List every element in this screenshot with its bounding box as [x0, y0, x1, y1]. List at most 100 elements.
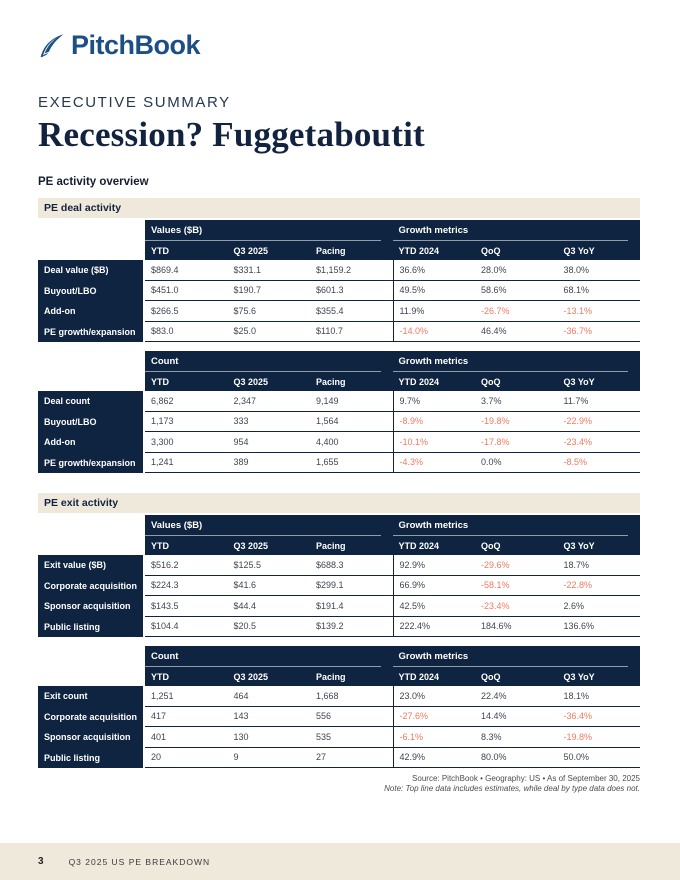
- cell-value: -19.8%: [481, 416, 510, 427]
- footer-report-title: Q3 2025 US PE BREAKDOWN: [68, 856, 211, 867]
- table-row: Corporate acquisition $224.3 $41.6 $299.1 66…: [38, 575, 640, 596]
- page-number: 3: [38, 856, 44, 867]
- cell-value: 42.5%: [392, 596, 476, 616]
- cell-value: 92.9%: [392, 555, 476, 575]
- cell-value: 20: [151, 752, 162, 763]
- column-header: Q3 YoY: [563, 376, 595, 387]
- table-row: Exit count 1,251 464 1,668 23.0% 22.4% 18.1%: [38, 686, 640, 707]
- cell-value: 23.0%: [392, 686, 476, 706]
- cell-value: 50.0%: [563, 752, 590, 763]
- column-header: QoQ: [481, 376, 501, 387]
- cell-value: 222.4%: [392, 616, 476, 636]
- pe-exit-values-table: Values ($B) Growth metrics YTD Q3 2025 Pac…: [38, 515, 640, 637]
- cell-value: 2.6%: [563, 600, 585, 611]
- cell-value: -23.4%: [481, 600, 510, 611]
- table-row: Add-on 3,300 954 4,400 -10.1% -17.8% -23.4%: [38, 432, 640, 453]
- pe-deal-count-table: Count Growth metrics YTD Q3 2025 Pacing YTD…: [38, 351, 640, 473]
- column-header: Q3 2025: [233, 376, 269, 387]
- table-row: PE growth/expansion 1,241 389 1,655 -4.3% 0.0…: [38, 452, 640, 473]
- cell-value: $110.7: [316, 326, 343, 337]
- table-row: Public listing 20 9 27 42.9% 80.0% 50.0%: [38, 747, 640, 768]
- cell-value: -14.0%: [392, 321, 476, 341]
- column-header: YTD 2024: [398, 245, 440, 256]
- cell-value: 130: [233, 731, 249, 742]
- row-label: Deal value ($B): [38, 260, 143, 281]
- cell-value: $143.5: [151, 600, 179, 611]
- cell-value: $41.6: [233, 580, 257, 591]
- cell-value: 11.9%: [392, 301, 476, 321]
- row-label: Deal count: [38, 391, 143, 412]
- kicker: EXECUTIVE SUMMARY: [38, 94, 231, 111]
- row-label: Public listing: [38, 747, 143, 768]
- cell-value: $83.0: [151, 326, 174, 337]
- cell-value: 556: [316, 711, 332, 722]
- cell-value: 4,400: [316, 436, 339, 447]
- section-header-pe-deal-activity: PE deal activity: [38, 198, 640, 218]
- cell-value: 184.6%: [481, 621, 512, 632]
- column-headers: YTD Q3 2025 Pacing YTD 2024 QoQ Q3 YoY: [145, 536, 640, 555]
- cell-value: 68.1%: [563, 285, 590, 296]
- cell-value: 18.1%: [563, 690, 590, 701]
- cell-value: -22.8%: [563, 580, 593, 591]
- header-spacer: [38, 351, 145, 391]
- cell-value: $688.3: [316, 559, 344, 570]
- column-header: QoQ: [481, 540, 501, 551]
- row-label: Sponsor acquisition: [38, 727, 143, 748]
- table-row: Deal count 6,862 2,347 9,149 9.7% 3.7% 11.7%: [38, 391, 640, 412]
- table-row: Corporate acquisition 417 143 556 -27.6% 14.4…: [38, 706, 640, 727]
- cell-value: -17.8%: [481, 436, 510, 447]
- table-header: Values ($B) Growth metrics YTD Q3 2025 Pac…: [38, 220, 640, 260]
- row-label: Corporate acquisition: [38, 575, 143, 596]
- cell-value: 11.7%: [563, 395, 589, 406]
- group-label: Count: [145, 651, 393, 667]
- table-body: Exit value ($B) $516.2 $125.5 $688.3 92.9% -2…: [38, 555, 640, 637]
- cell-value: -27.6%: [392, 706, 476, 726]
- cell-value: -26.7%: [481, 305, 510, 316]
- row-values: 417 143 556 -27.6% 14.4% -36.4%: [145, 706, 640, 727]
- column-header: YTD: [151, 245, 169, 256]
- column-header: YTD 2024: [398, 671, 440, 682]
- cell-value: 14.4%: [481, 711, 507, 722]
- column-headers: YTD Q3 2025 Pacing YTD 2024 QoQ Q3 YoY: [145, 667, 640, 686]
- row-values: 3,300 954 4,400 -10.1% -17.8% -23.4%: [145, 432, 640, 453]
- cell-value: $601.3: [316, 285, 344, 296]
- column-header: YTD: [151, 376, 169, 387]
- header-spacer: [38, 515, 145, 555]
- cell-value: 9.7%: [392, 391, 476, 411]
- group-label: Values ($B): [145, 225, 393, 241]
- row-label: Exit count: [38, 686, 143, 707]
- note-line: Note: Top line data includes estimates, …: [384, 784, 640, 793]
- cell-value: 46.4%: [481, 326, 507, 337]
- cell-value: $104.4: [151, 621, 179, 632]
- cell-value: 535: [316, 731, 332, 742]
- cell-value: -23.4%: [563, 436, 593, 447]
- section-label: PE exit activity: [44, 497, 119, 509]
- row-values: 1,173 333 1,564 -8.9% -19.8% -22.9%: [145, 411, 640, 432]
- header-spacer: [38, 646, 145, 686]
- row-label: PE growth/expansion: [38, 321, 143, 342]
- row-values: 1,251 464 1,668 23.0% 22.4% 18.1%: [145, 686, 640, 707]
- column-header: Q3 2025: [233, 540, 269, 551]
- row-values: 401 130 535 -6.1% 8.3% -19.8%: [145, 727, 640, 748]
- table-row: Buyout/LBO 1,173 333 1,564 -8.9% -19.8% -22.9%: [38, 411, 640, 432]
- cell-value: -58.1%: [481, 580, 510, 591]
- pitchbook-logo: PitchBook: [38, 30, 640, 61]
- row-label: Sponsor acquisition: [38, 596, 143, 617]
- column-header: YTD: [151, 671, 169, 682]
- table-header: Values ($B) Growth metrics YTD Q3 2025 Pac…: [38, 515, 640, 555]
- group-label: Count: [145, 356, 393, 372]
- cell-value: 27: [316, 752, 327, 763]
- cell-value: 49.5%: [392, 280, 476, 300]
- row-values: 20 9 27 42.9% 80.0% 50.0%: [145, 747, 640, 768]
- table-body: Deal value ($B) $869.4 $331.1 $1,159.2 36.6%…: [38, 260, 640, 342]
- pe-deal-values-table: Values ($B) Growth metrics YTD Q3 2025 Pac…: [38, 220, 640, 342]
- column-header: YTD 2024: [398, 376, 440, 387]
- group-label: Growth metrics: [392, 520, 641, 536]
- cell-value: -19.8%: [563, 731, 593, 742]
- row-values: $516.2 $125.5 $688.3 92.9% -29.6% 18.7%: [145, 555, 640, 576]
- cell-value: 0.0%: [481, 457, 502, 468]
- cell-value: $224.3: [151, 580, 179, 591]
- column-header: YTD: [151, 540, 169, 551]
- section-subtitle: PE activity overview: [38, 176, 149, 188]
- cell-value: 401: [151, 731, 167, 742]
